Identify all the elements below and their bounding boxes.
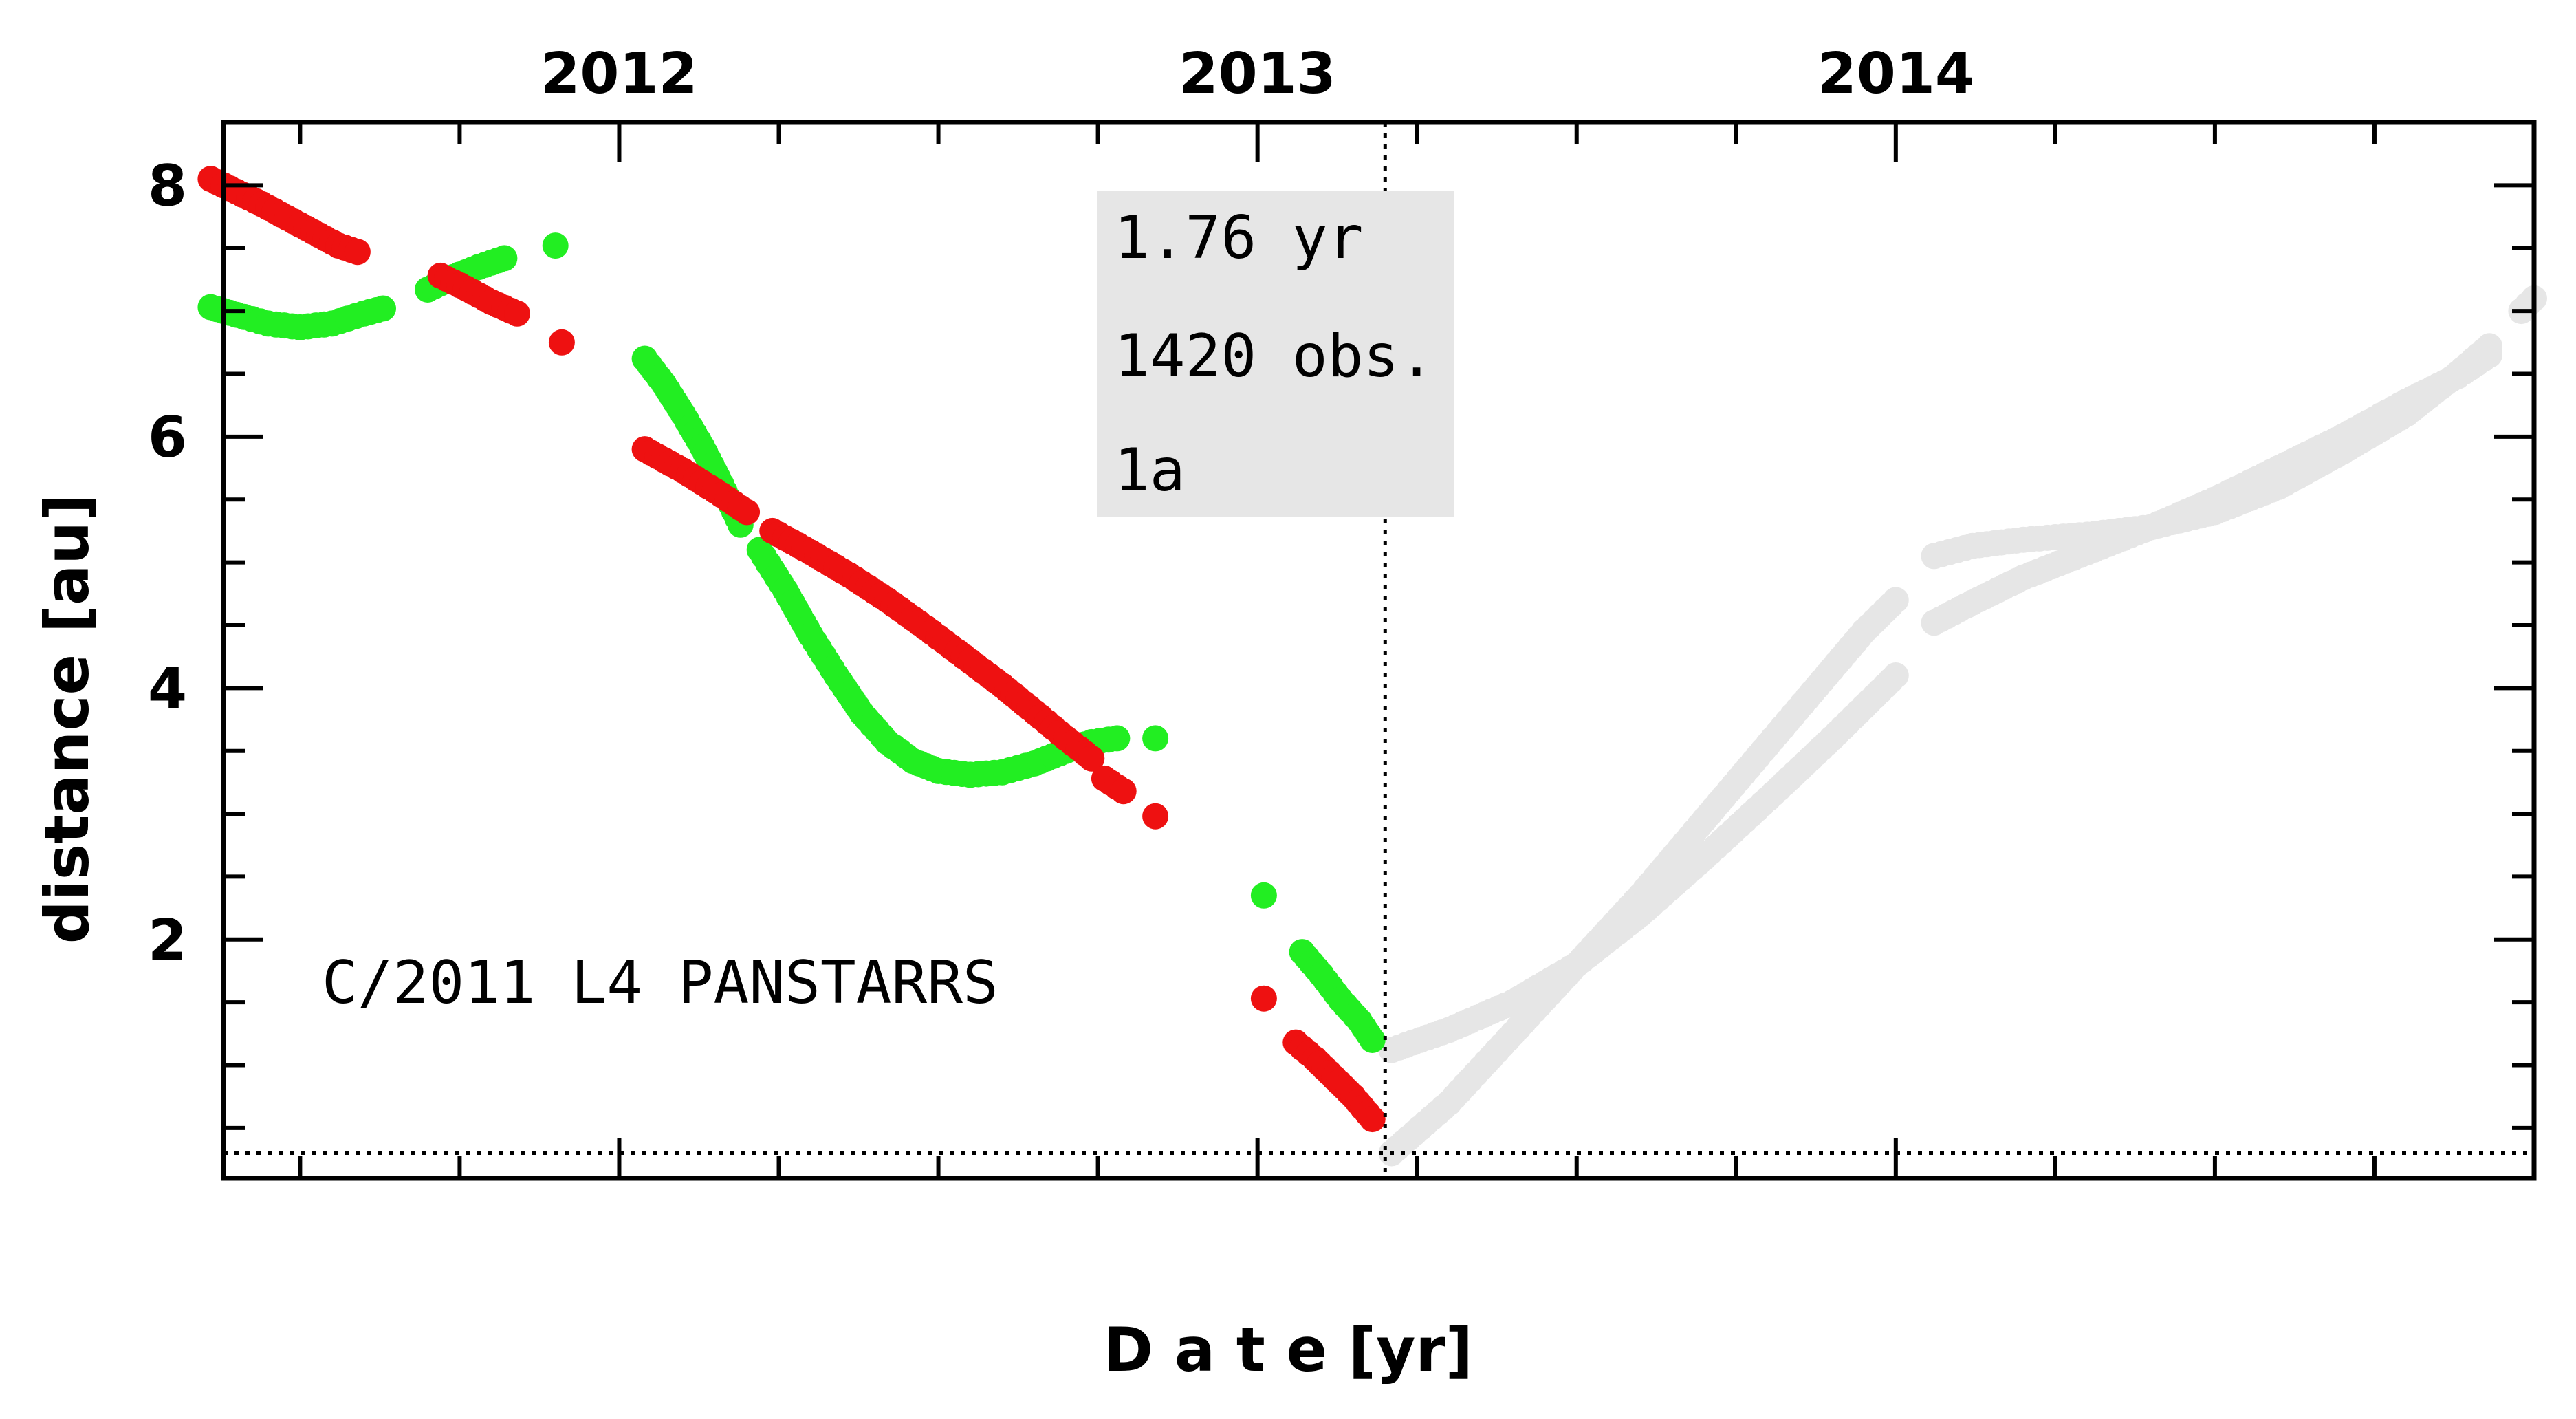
green-point [1250,882,1277,909]
data-points [197,166,2547,1167]
green-point [491,245,518,272]
info-solution: 1a [1114,436,1186,505]
gray-point [1882,662,1909,689]
red-point [734,499,761,526]
x-tick-label: 2014 [1818,41,1974,107]
info-span: 1.76 yr [1114,204,1363,272]
y-tick-label: 2 [148,908,187,973]
object-label: C/2011 L4 PANSTARRS [322,949,998,1017]
green-point [1104,725,1131,752]
red-point [1142,803,1169,830]
plot-frame [221,120,2537,1181]
green-series [197,232,1386,1053]
info-observations: 1420 obs. [1114,322,1434,391]
green-point [542,232,569,259]
y-axis-title: distance [au] [32,494,102,944]
reference-lines [223,122,2534,1178]
y-tick-label: 8 [148,153,187,219]
green-point [370,295,396,322]
red-point [1110,778,1137,805]
gray-point [1882,587,1909,614]
red-series [197,166,1386,1133]
x-tick-label: 2013 [1179,41,1336,107]
info-box [1097,191,1454,517]
x-axis-title: D a t e [yr] [1103,1314,1473,1385]
red-point [1359,1106,1386,1133]
red-point [1078,745,1105,772]
axis-ticks [223,120,2536,1178]
green-point [1359,1027,1386,1053]
red-point [344,239,371,266]
tick-labels: 2012 2013 2014 2 4 6 8 [148,41,1974,973]
gray-series [1378,285,2547,1167]
red-point [1250,985,1277,1012]
y-tick-label: 4 [148,656,187,722]
green-point [1142,725,1169,752]
red-point [548,329,575,356]
x-tick-label: 2012 [541,41,697,107]
gray-point [2476,342,2502,369]
y-tick-label: 6 [148,405,187,470]
red-point [504,300,530,327]
